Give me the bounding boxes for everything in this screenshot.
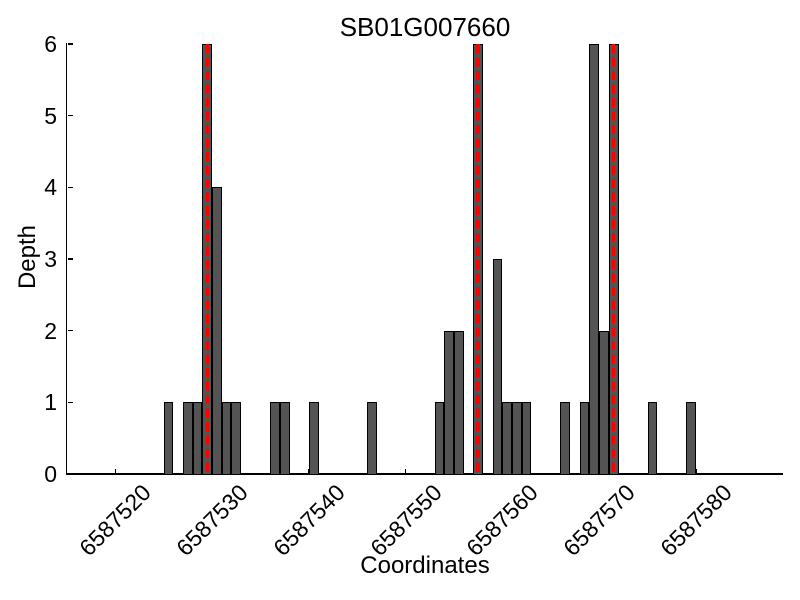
depth-bar <box>434 402 445 475</box>
y-tick-label: 3 <box>44 246 57 272</box>
depth-bar <box>686 402 696 475</box>
y-tick-label: 2 <box>44 317 57 344</box>
y-tick-mark <box>67 114 73 117</box>
depth-bar <box>560 402 571 475</box>
y-tick-mark <box>67 43 73 45</box>
y-tick-mark <box>67 473 73 475</box>
x-tick-mark <box>308 468 310 474</box>
x-tick-label: 6587560 <box>461 479 544 561</box>
depth-bar <box>192 402 203 475</box>
depth-bar <box>221 402 232 475</box>
x-tick-mark <box>695 468 697 474</box>
depth-bar <box>512 402 522 475</box>
depth-bar <box>521 402 532 475</box>
depth-bar <box>579 402 590 475</box>
depth-bar <box>647 402 658 475</box>
y-tick-label: 6 <box>44 31 57 57</box>
depth-bar <box>492 259 503 475</box>
chart-title: SB01G007660 <box>339 12 511 42</box>
x-axis-label: Coordinates <box>360 552 490 579</box>
x-tick-label: 6587520 <box>74 479 157 561</box>
depth-bar <box>163 402 174 475</box>
depth-bar <box>599 330 609 475</box>
depth-bar <box>308 402 319 475</box>
x-axis-spine <box>65 473 784 475</box>
marker-line <box>611 44 616 474</box>
depth-bar <box>589 44 600 475</box>
depth-bar <box>454 330 464 475</box>
depth-bar <box>270 402 280 475</box>
depth-bar <box>231 402 242 475</box>
depth-bar <box>212 187 222 475</box>
y-tick-mark <box>67 258 73 260</box>
y-tick-label: 0 <box>44 461 57 487</box>
depth-bar <box>444 330 455 475</box>
depth-bar <box>183 402 193 475</box>
depth-bar <box>279 402 290 475</box>
x-tick-mark <box>114 468 117 474</box>
y-axis-spine <box>65 43 68 475</box>
y-tick-mark <box>67 329 73 332</box>
x-tick-label: 6587550 <box>364 479 447 561</box>
y-tick-mark <box>67 186 73 189</box>
y-tick-label: 4 <box>44 174 57 201</box>
y-tick-label: 1 <box>44 389 57 416</box>
x-tick-mark <box>404 468 407 474</box>
marker-line <box>476 44 480 474</box>
x-tick-label: 6587540 <box>268 479 350 561</box>
depth-bar <box>366 402 377 475</box>
y-tick-label: 5 <box>44 102 57 129</box>
x-tick-label: 6587580 <box>655 479 737 561</box>
y-tick-mark <box>67 401 73 404</box>
depth-bar <box>502 402 513 475</box>
marker-line <box>205 44 210 474</box>
x-tick-label: 6587570 <box>558 479 641 561</box>
x-tick-label: 6587530 <box>171 479 253 561</box>
